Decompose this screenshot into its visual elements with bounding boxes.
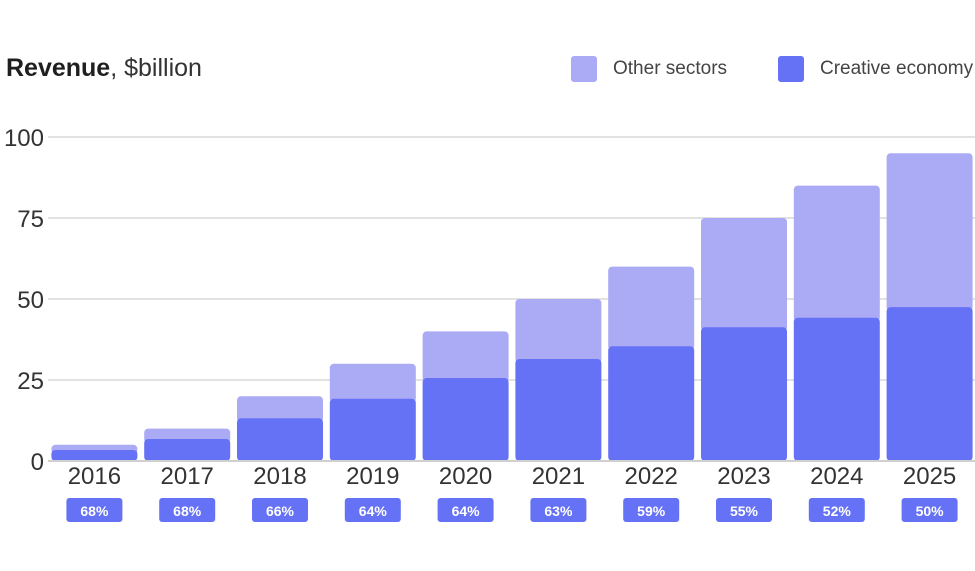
share-badge-2021 <box>530 498 587 522</box>
bar-other-sectors-2021 <box>515 299 602 363</box>
chart-title-bold: Revenue <box>6 54 111 82</box>
share-badge-2022 <box>623 498 680 522</box>
bar-other-sectors-2019 <box>329 363 416 403</box>
bar-creative-economy-2016 <box>51 449 138 461</box>
share-label-2016: 68% <box>80 503 109 519</box>
legend-item-other-sectors: Other sectors <box>571 56 727 82</box>
bar-creative-economy-2020 <box>422 378 509 461</box>
share-label-2022: 59% <box>637 503 666 519</box>
share-label-2017: 68% <box>173 503 202 519</box>
legend-swatch-creative-economy <box>778 56 804 82</box>
bar-creative-economy-2017 <box>144 438 231 461</box>
bar-other-sectors-2023 <box>701 218 787 332</box>
share-badge-2017 <box>159 498 216 522</box>
share-label-2018: 66% <box>266 503 295 519</box>
legend-item-creative-economy: Creative economy <box>778 56 973 82</box>
legend-swatch-other-sectors <box>571 56 597 82</box>
x-tick-label-2023: 2023 <box>717 463 770 490</box>
y-tick-label-25: 25 <box>17 368 44 395</box>
x-tick-label-2017: 2017 <box>161 463 214 490</box>
share-badge-2020 <box>437 498 494 522</box>
y-tick-label-50: 50 <box>17 287 44 314</box>
bar-other-sectors-2018 <box>237 396 323 423</box>
legend-label-other-sectors: Other sectors <box>613 58 728 79</box>
y-tick-label-75: 75 <box>17 206 44 233</box>
y-tick-label-100: 100 <box>4 125 44 152</box>
x-tick-label-2019: 2019 <box>346 463 399 490</box>
x-tick-label-2020: 2020 <box>439 463 492 490</box>
share-badge-2024 <box>808 498 865 522</box>
y-tick-label-0: 0 <box>31 449 44 476</box>
bar-creative-economy-2023 <box>701 327 787 461</box>
bar-creative-economy-2024 <box>793 317 880 461</box>
share-badge-2018 <box>252 498 308 522</box>
share-label-2020: 64% <box>452 503 481 519</box>
share-label-2021: 63% <box>544 503 573 519</box>
x-tick-label-2018: 2018 <box>253 463 306 490</box>
legend-label-creative-economy: Creative economy <box>820 58 974 79</box>
x-tick-label-2021: 2021 <box>532 463 585 490</box>
share-badge-2019 <box>344 498 401 522</box>
bar-other-sectors-2024 <box>793 185 880 322</box>
chart-title: Revenue, $billion <box>6 54 202 83</box>
share-badge-2023 <box>716 498 772 522</box>
share-label-2024: 52% <box>823 503 852 519</box>
x-tick-label-2022: 2022 <box>625 463 678 490</box>
bar-creative-economy-2018 <box>237 418 323 461</box>
chart-title-units: , $billion <box>110 54 202 82</box>
bar-creative-economy-2022 <box>608 346 695 461</box>
share-label-2025: 50% <box>916 503 945 519</box>
x-tick-label-2025: 2025 <box>903 463 956 490</box>
bar-creative-economy-2019 <box>329 398 416 461</box>
share-badge-2016 <box>66 498 123 522</box>
bar-other-sectors-2020 <box>422 331 509 383</box>
bar-other-sectors-2022 <box>608 266 695 351</box>
bar-other-sectors-2025 <box>886 153 973 312</box>
x-tick-label-2024: 2024 <box>810 463 863 490</box>
bar-creative-economy-2021 <box>515 358 602 461</box>
share-badge-2025 <box>901 498 958 522</box>
bar-creative-economy-2025 <box>886 307 973 461</box>
x-tick-label-2016: 2016 <box>68 463 121 490</box>
share-label-2023: 55% <box>730 503 759 519</box>
share-label-2019: 64% <box>359 503 388 519</box>
